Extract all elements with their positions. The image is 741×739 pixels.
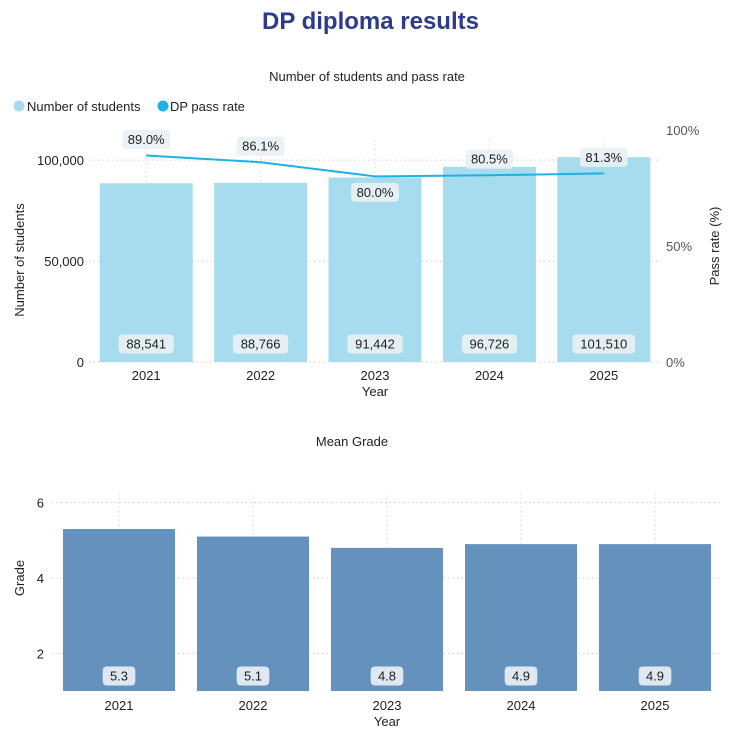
students-label-2023-text: 91,442 bbox=[355, 337, 395, 352]
chart1-x-axis-title: Year bbox=[362, 384, 389, 399]
grade-label-2023: 4.8 bbox=[370, 666, 404, 686]
students-bar-2024 bbox=[442, 166, 536, 362]
pass-rate-label-2024-text: 80.5% bbox=[471, 152, 508, 167]
grade-label-2022-text: 5.1 bbox=[244, 669, 262, 684]
grade-label-2024: 4.9 bbox=[504, 666, 538, 686]
students-label-2024-box bbox=[461, 334, 518, 354]
chart1-xtick-2023: 2023 bbox=[361, 368, 390, 383]
chart2-xtick-2021: 2021 bbox=[105, 698, 134, 713]
grade-label-2021-box bbox=[102, 666, 136, 686]
pass-rate-label-2025-text: 81.3% bbox=[585, 150, 622, 165]
chart1-legend: Number of students DP pass rate bbox=[13, 99, 245, 114]
students-label-2025: 101,510 bbox=[572, 334, 636, 354]
chart2-xtick-2025: 2025 bbox=[641, 698, 670, 713]
students-label-2023-box bbox=[347, 334, 403, 354]
grade-label-2023-text: 4.8 bbox=[378, 669, 396, 684]
pass-rate-label-2021-box bbox=[122, 130, 171, 150]
pass-rate-label-2022: 86.1% bbox=[236, 136, 285, 156]
students-label-2025-box bbox=[572, 334, 636, 354]
students-label-2022: 88,766 bbox=[232, 334, 289, 354]
legend-passrate-marker bbox=[157, 100, 169, 112]
students-label-2021-text: 88,541 bbox=[126, 337, 166, 352]
chart2-title: Mean Grade bbox=[316, 434, 388, 449]
chart1-line bbox=[146, 154, 604, 178]
page-title: DP diploma results bbox=[262, 8, 479, 35]
chart1-ytick-2: 100,000 bbox=[37, 153, 84, 168]
chart1-xtick-2025: 2025 bbox=[589, 368, 618, 383]
chart2-ytick-2: 6 bbox=[37, 496, 44, 511]
chart2-axes: 2 4 6 2021 2022 2023 2024 2025 bbox=[37, 496, 670, 713]
students-label-2021: 88,541 bbox=[118, 334, 174, 354]
grade-label-2025: 4.9 bbox=[638, 666, 672, 686]
legend-students-label: Number of students bbox=[27, 99, 141, 114]
students-label-2021-box bbox=[118, 334, 174, 354]
chart1-y2tick-1: 50% bbox=[666, 239, 692, 254]
chart2-xtick-2022: 2022 bbox=[239, 698, 268, 713]
students-bar-2025 bbox=[557, 157, 651, 362]
pass-rate-label-2025: 81.3% bbox=[579, 147, 628, 167]
chart2-xtick-2024: 2024 bbox=[507, 698, 536, 713]
pass-rate-label-2023-text: 80.0% bbox=[357, 185, 394, 200]
chart1-data-labels: 88,541 88,766 91,442 96,726 101,510 89.0% 86.1… bbox=[118, 130, 636, 354]
pass-rate-label-2025-box bbox=[579, 147, 628, 167]
grade-label-2025-text: 4.9 bbox=[646, 669, 664, 684]
grade-label-2025-box bbox=[638, 666, 672, 686]
pass-rate-label-2024: 80.5% bbox=[465, 149, 514, 169]
pass-rate-label-2021: 89.0% bbox=[122, 130, 171, 150]
pass-rate-label-2022-text: 86.1% bbox=[242, 139, 279, 154]
students-label-2022-text: 88,766 bbox=[241, 337, 281, 352]
students-label-2024-text: 96,726 bbox=[470, 337, 510, 352]
grade-label-2024-box bbox=[504, 666, 538, 686]
chart1-bars bbox=[99, 157, 651, 362]
students-label-2025-text: 101,510 bbox=[580, 337, 627, 352]
chart1-xtick-2024: 2024 bbox=[475, 368, 504, 383]
legend-passrate-label: DP pass rate bbox=[170, 99, 245, 114]
chart1-y2tick-2: 100% bbox=[666, 123, 700, 138]
pass-rate-label-2024-box bbox=[465, 149, 514, 169]
pass-rate-label-2021-text: 89.0% bbox=[128, 132, 165, 147]
grade-label-2021-text: 5.3 bbox=[110, 669, 128, 684]
chart2-ytick-0: 2 bbox=[37, 646, 44, 661]
grade-bar-2022 bbox=[197, 536, 309, 691]
chart2-y-axis-title: Grade bbox=[12, 560, 27, 596]
chart1-ytick-1: 50,000 bbox=[44, 254, 84, 269]
chart1-axes: 0 50,000 100,000 0% 50% 100% 2021 2022 2023 2024 2… bbox=[37, 123, 700, 383]
pass-rate-line bbox=[146, 154, 604, 178]
chart2-ytick-1: 4 bbox=[37, 571, 44, 586]
students-bar-2022 bbox=[214, 182, 308, 362]
students-label-2023: 91,442 bbox=[347, 334, 403, 354]
grade-label-2022: 5.1 bbox=[236, 666, 270, 686]
chart2-data-labels: 5.3 5.1 4.8 4.9 4.9 bbox=[102, 666, 672, 686]
grade-bar-2021 bbox=[63, 529, 175, 691]
chart1-xtick-2021: 2021 bbox=[132, 368, 161, 383]
grade-label-2021: 5.3 bbox=[102, 666, 136, 686]
grade-label-2023-box bbox=[370, 666, 404, 686]
grade-label-2022-box bbox=[236, 666, 270, 686]
chart1-title: Number of students and pass rate bbox=[269, 69, 465, 84]
chart1-xtick-2022: 2022 bbox=[246, 368, 275, 383]
chart1-ytick-0: 0 bbox=[77, 355, 84, 370]
grade-label-2024-text: 4.9 bbox=[512, 669, 530, 684]
pass-rate-label-2023-box bbox=[351, 182, 399, 202]
legend-students-marker bbox=[13, 100, 25, 112]
students-bar-2023 bbox=[328, 177, 422, 362]
pass-rate-label-2022-box bbox=[236, 136, 285, 156]
chart1-y2-axis-title: Pass rate (%) bbox=[707, 207, 722, 286]
students-label-2022-box bbox=[232, 334, 289, 354]
chart2-x-axis-title: Year bbox=[374, 714, 401, 729]
chart2-xtick-2023: 2023 bbox=[373, 698, 402, 713]
pass-rate-label-2023: 80.0% bbox=[351, 182, 399, 202]
chart1-y-axis-title: Number of students bbox=[12, 203, 27, 317]
chart1-y2tick-0: 0% bbox=[666, 355, 685, 370]
students-label-2024: 96,726 bbox=[461, 334, 518, 354]
students-bar-2021 bbox=[99, 183, 193, 362]
